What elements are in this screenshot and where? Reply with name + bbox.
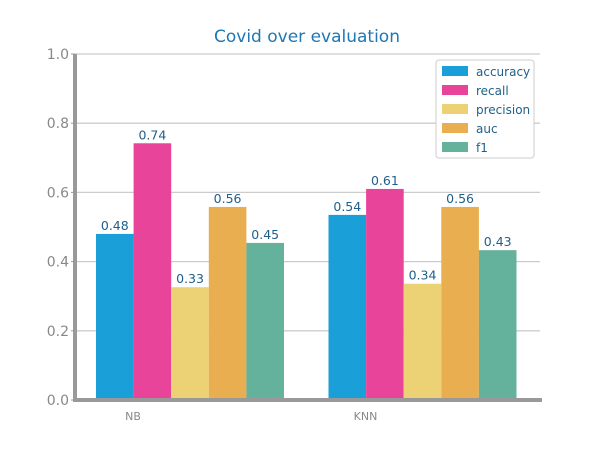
data-label: 0.33 (176, 271, 204, 286)
legend-label-recall: recall (476, 84, 509, 98)
bar-f1-nb (246, 242, 284, 400)
y-tick-label: 0.2 (47, 324, 69, 340)
data-label: 0.74 (138, 127, 166, 142)
data-label: 0.61 (371, 173, 399, 188)
y-tick-label: 0.8 (47, 116, 69, 132)
data-label: 0.48 (101, 218, 129, 233)
x-tick-label: KNN (354, 410, 378, 423)
bar-recall-knn (366, 188, 404, 400)
bar-accuracy-knn (328, 214, 367, 400)
data-label: 0.34 (409, 268, 437, 283)
y-tick-label: 1.0 (47, 47, 69, 63)
legend-label-accuracy: accuracy (476, 65, 530, 79)
bar-f1-knn (478, 250, 517, 400)
x-tick-labels: NB KNN (125, 410, 377, 423)
y-tick-label: 0.4 (47, 255, 69, 271)
data-label: 0.56 (446, 191, 474, 206)
legend-label-f1: f1 (476, 141, 488, 155)
axes (71, 53, 542, 402)
data-label: 0.54 (333, 199, 361, 214)
data-labels: 0.48 0.74 0.33 0.56 0.45 0.54 0.61 0.34 0.56 0.43 (101, 127, 512, 286)
x-tick-label: NB (125, 410, 141, 423)
y-tick-labels: 0.0 0.2 0.4 0.6 0.8 1.0 (47, 47, 69, 409)
data-label: 0.56 (214, 191, 242, 206)
legend-swatch-auc (442, 123, 468, 133)
bars (96, 143, 517, 400)
y-tick-label: 0.0 (47, 393, 69, 409)
bar-auc-nb (208, 206, 247, 400)
legend-swatch-accuracy (442, 66, 468, 76)
legend-label-auc: auc (476, 122, 498, 136)
bar-auc-knn (441, 206, 479, 400)
legend-label-precision: precision (476, 103, 530, 117)
data-label: 0.45 (251, 227, 279, 242)
chart-title: Covid over evaluation (214, 27, 400, 47)
bar-precision-nb (171, 287, 209, 400)
legend-swatch-precision (442, 104, 468, 114)
legend-box (435, 59, 535, 159)
bar-precision-knn (403, 283, 442, 400)
legend-swatch-f1 (442, 142, 468, 152)
y-tick-label: 0.6 (47, 185, 69, 201)
data-label: 0.43 (484, 234, 512, 249)
legend-swatch-recall (442, 85, 468, 95)
bar-accuracy-nb (96, 233, 134, 400)
legend: accuracy recall precision auc f1 (435, 59, 535, 159)
bar-recall-nb (133, 143, 172, 400)
